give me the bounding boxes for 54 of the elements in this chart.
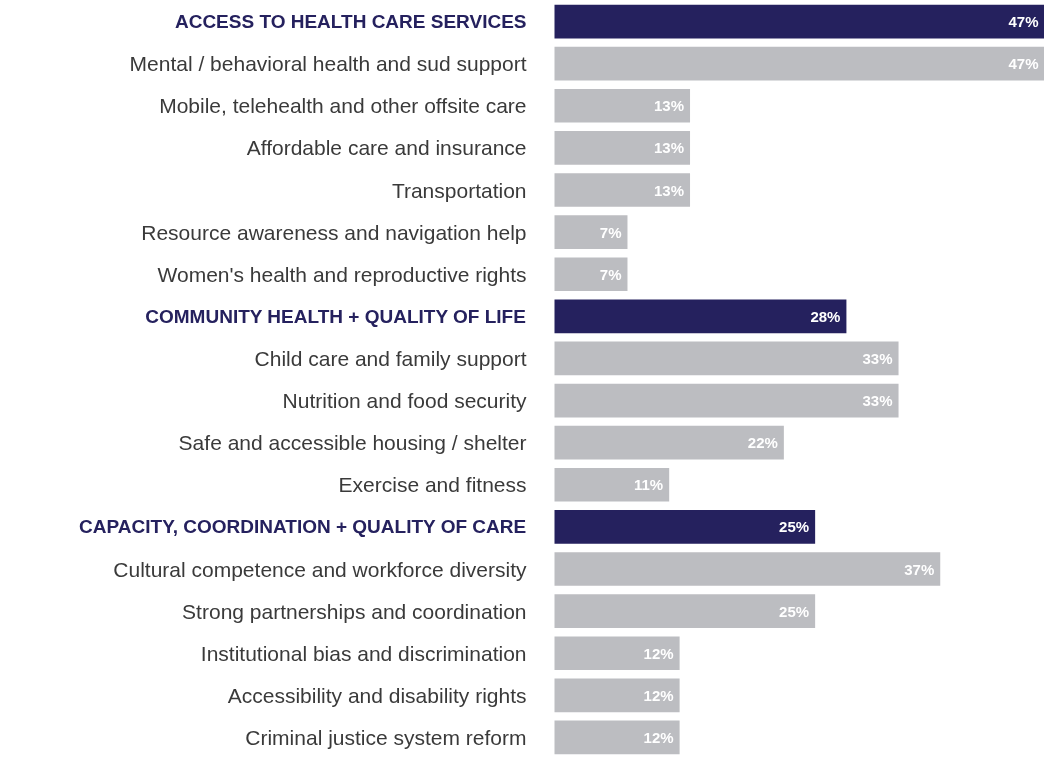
data-label: 13% xyxy=(654,139,685,157)
y-tick-label: CAPACITY, COORDINATION + QUALITY OF CARE xyxy=(79,516,527,538)
data-label: 33% xyxy=(862,392,893,410)
data-label: 12% xyxy=(643,728,674,746)
bar xyxy=(554,720,680,755)
y-tick-label: Affordable care and insurance xyxy=(246,136,527,160)
bar xyxy=(554,299,847,334)
bar xyxy=(554,257,628,292)
bar xyxy=(554,383,899,418)
data-label: 47% xyxy=(1008,55,1039,73)
data-label: 11% xyxy=(633,476,664,494)
y-tick-label: Resource awareness and navigation help xyxy=(141,220,527,244)
data-label: 7% xyxy=(599,223,622,241)
bar xyxy=(554,131,691,165)
data-label: 28% xyxy=(810,307,841,325)
y-tick-label: Safe and accessible housing / shelter xyxy=(178,431,527,455)
bar xyxy=(554,46,1044,81)
data-label: 47% xyxy=(1008,13,1039,31)
bar xyxy=(554,215,628,249)
data-label: 25% xyxy=(779,518,810,536)
y-tick-label: Strong partnerships and coordination xyxy=(182,599,527,623)
y-tick-label: Accessibility and disability rights xyxy=(227,683,527,707)
data-label: 13% xyxy=(654,181,685,199)
y-tick-label: Mental / behavioral health and sud support xyxy=(129,52,527,76)
bar xyxy=(554,510,816,544)
data-label: 12% xyxy=(643,686,674,704)
y-tick-label: Transportation xyxy=(391,178,527,202)
data-label: 7% xyxy=(599,265,622,283)
data-label: 37% xyxy=(904,560,935,578)
y-tick-label: Criminal justice system reform xyxy=(245,725,527,749)
bar xyxy=(554,173,691,207)
bar xyxy=(554,425,784,460)
y-tick-label: Institutional bias and discrimination xyxy=(200,641,527,665)
y-tick-label: Nutrition and food security xyxy=(282,389,527,413)
bar xyxy=(554,678,680,713)
y-tick-label: COMMUNITY HEALTH + QUALITY OF LIFE xyxy=(145,305,526,327)
bar xyxy=(554,467,670,502)
y-tick-label: Women's health and reproductive rights xyxy=(157,262,527,286)
bar xyxy=(554,636,680,671)
bar xyxy=(554,552,941,586)
bar xyxy=(554,4,1044,39)
bar xyxy=(554,594,816,628)
y-tick-label: Cultural competence and workforce diversity xyxy=(113,557,527,581)
bar xyxy=(554,88,691,123)
y-tick-label: Child care and family support xyxy=(254,346,527,370)
data-label: 25% xyxy=(779,602,810,620)
data-label: 22% xyxy=(747,434,778,452)
y-tick-label: Exercise and fitness xyxy=(338,473,527,497)
data-label: 12% xyxy=(643,644,674,662)
data-label: 33% xyxy=(862,349,893,367)
bar xyxy=(554,341,899,376)
data-label: 13% xyxy=(654,97,685,115)
y-tick-label: ACCESS TO HEALTH CARE SERVICES xyxy=(174,11,527,33)
y-tick-label: Mobile, telehealth and other offsite care xyxy=(159,94,527,118)
